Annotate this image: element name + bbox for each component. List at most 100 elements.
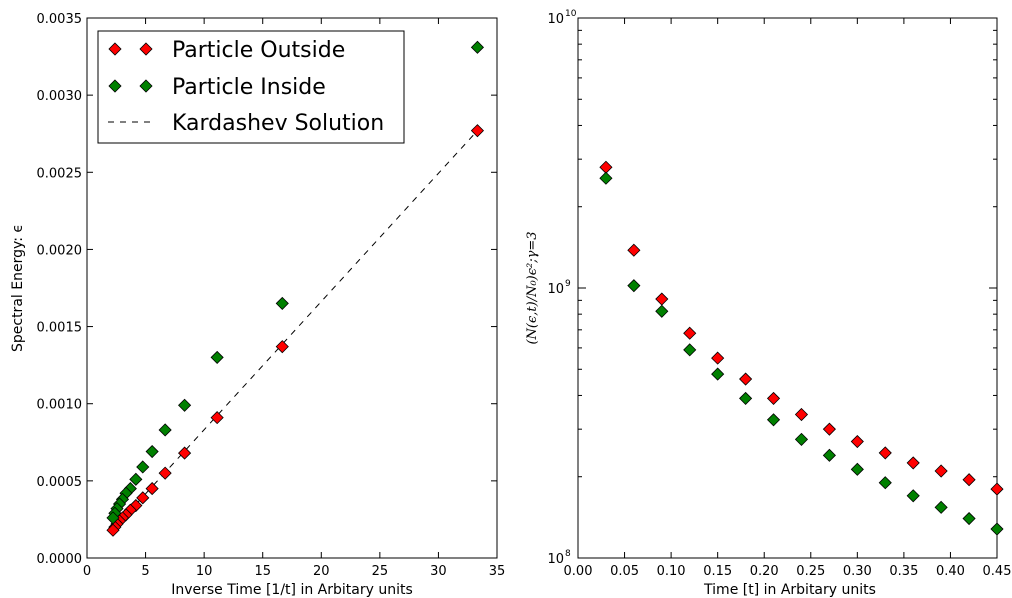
legend-marker-inside-1 — [108, 79, 122, 93]
point-outside — [136, 491, 150, 505]
point-outside — [275, 340, 289, 354]
legend: Particle Outside Particle Inside Kardash… — [97, 30, 405, 144]
legend-label-inside: Particle Inside — [172, 75, 326, 100]
point-outside — [906, 456, 920, 470]
right-chart: 0.00 0.05 0.10 0.15 0.20 0.25 0.30 0.35 0.40 0.45… — [525, 9, 1011, 598]
left-x-tick-label: 20 — [313, 564, 330, 579]
point-inside — [934, 500, 948, 514]
point-outside — [766, 391, 781, 405]
right-y-tick-label: 10 — [547, 282, 564, 297]
point-outside — [627, 243, 641, 257]
left-x-tick-label: 0 — [83, 564, 91, 579]
point-inside — [878, 476, 892, 490]
right-x-tick-label: 0.00 — [564, 564, 593, 579]
left-points-layer — [106, 40, 485, 537]
right-axis-ticks: 0.00 0.05 0.10 0.15 0.20 0.25 0.30 0.35 0.40 0.45… — [547, 9, 1011, 579]
legend-marker-outside-2 — [139, 42, 153, 56]
right-x-tick-label: 0.45 — [983, 564, 1012, 579]
left-plot-area — [86, 17, 498, 559]
left-y-tick-label: 0.0020 — [37, 243, 83, 258]
left-x-tick-label: 30 — [430, 564, 447, 579]
right-x-tick-label: 0.20 — [750, 564, 779, 579]
legend-item-kardashev: Kardashev Solution — [108, 111, 384, 136]
point-inside — [136, 460, 150, 474]
point-outside — [850, 434, 864, 449]
right-x-tick-label: 0.05 — [610, 564, 639, 579]
point-outside — [990, 482, 1004, 496]
right-x-tick-label: 0.25 — [796, 564, 825, 579]
left-x-tick-label: 35 — [489, 564, 506, 579]
right-plot-area — [577, 17, 998, 559]
point-outside — [934, 464, 948, 478]
left-y-tick-label: 0.0010 — [37, 398, 83, 413]
right-y-tick-exponent: 8 — [565, 549, 571, 559]
point-inside — [962, 511, 976, 526]
right-x-tick-label: 0.40 — [936, 564, 965, 579]
legend-marker-outside-1 — [108, 42, 122, 56]
right-y-tick-exponent: 10 — [565, 9, 577, 19]
left-x-tick-label: 10 — [196, 564, 213, 579]
point-outside — [599, 160, 613, 174]
point-outside — [739, 372, 753, 386]
point-outside — [178, 446, 192, 460]
legend-item-inside: Particle Inside — [108, 75, 326, 100]
point-outside — [711, 351, 725, 365]
left-y-tick-label: 0.0005 — [37, 475, 83, 490]
point-inside — [683, 343, 697, 357]
point-inside — [794, 432, 809, 446]
point-inside — [990, 522, 1004, 536]
point-outside — [145, 482, 159, 496]
point-outside — [878, 446, 892, 460]
left-axis-ticks: 0 5 10 15 20 25 30 35 0.0000 0.0005 0.0010 0.0015 0.… — [37, 12, 506, 579]
left-x-axis-label: Inverse Time [1/t] in Arbitary units — [171, 582, 413, 598]
right-y-tick-exponent: 9 — [565, 279, 571, 289]
right-y-tick-label: 10 — [547, 552, 564, 567]
left-y-axis-label: Spectral Energy: ϵ — [10, 224, 26, 352]
point-outside — [962, 473, 976, 487]
left-y-tick-label: 0.0000 — [37, 552, 83, 567]
left-y-tick-label: 0.0015 — [37, 321, 83, 336]
point-outside — [683, 326, 697, 340]
point-inside — [275, 296, 289, 310]
left-chart: 0 5 10 15 20 25 30 35 0.0000 0.0005 0.0010 0.0015 0.… — [10, 12, 505, 598]
legend-label-kardashev: Kardashev Solution — [172, 111, 384, 136]
legend-item-outside: Particle Outside — [108, 38, 345, 63]
point-inside — [739, 391, 753, 405]
right-x-tick-label: 0.10 — [657, 564, 686, 579]
right-x-axis-label: Time [t] in Arbitary units — [703, 582, 876, 598]
point-inside — [822, 448, 836, 462]
point-inside — [766, 413, 781, 427]
right-x-tick-label: 0.35 — [889, 564, 918, 579]
point-inside — [145, 444, 159, 459]
legend-label-outside: Particle Outside — [172, 38, 345, 63]
point-outside — [822, 422, 836, 436]
point-inside — [906, 489, 920, 503]
left-y-tick-label: 0.0035 — [37, 12, 83, 27]
right-y-axis-label: (N(ϵ,t)/N₀)ϵ²;γ=3 — [525, 231, 540, 344]
left-y-tick-label: 0.0025 — [37, 166, 83, 181]
point-inside — [106, 511, 120, 525]
point-inside — [470, 40, 485, 54]
point-outside — [655, 292, 669, 306]
point-inside — [627, 279, 641, 293]
left-x-tick-label: 5 — [141, 564, 149, 579]
point-inside — [850, 462, 864, 476]
point-outside — [470, 124, 485, 138]
left-x-tick-label: 25 — [372, 564, 389, 579]
point-inside — [210, 350, 224, 364]
right-x-tick-label: 0.15 — [703, 564, 732, 579]
right-y-tick-label: 10 — [547, 12, 564, 27]
point-inside — [711, 367, 725, 381]
legend-marker-inside-2 — [139, 79, 153, 93]
point-inside — [599, 171, 613, 185]
right-points-layer — [599, 160, 1004, 536]
left-x-tick-label: 15 — [254, 564, 271, 579]
point-outside — [210, 411, 224, 425]
point-inside — [655, 304, 669, 318]
point-inside — [129, 472, 143, 486]
point-inside — [178, 398, 192, 412]
point-outside — [106, 523, 120, 537]
point-outside — [158, 466, 172, 480]
left-y-tick-label: 0.0030 — [37, 89, 83, 104]
